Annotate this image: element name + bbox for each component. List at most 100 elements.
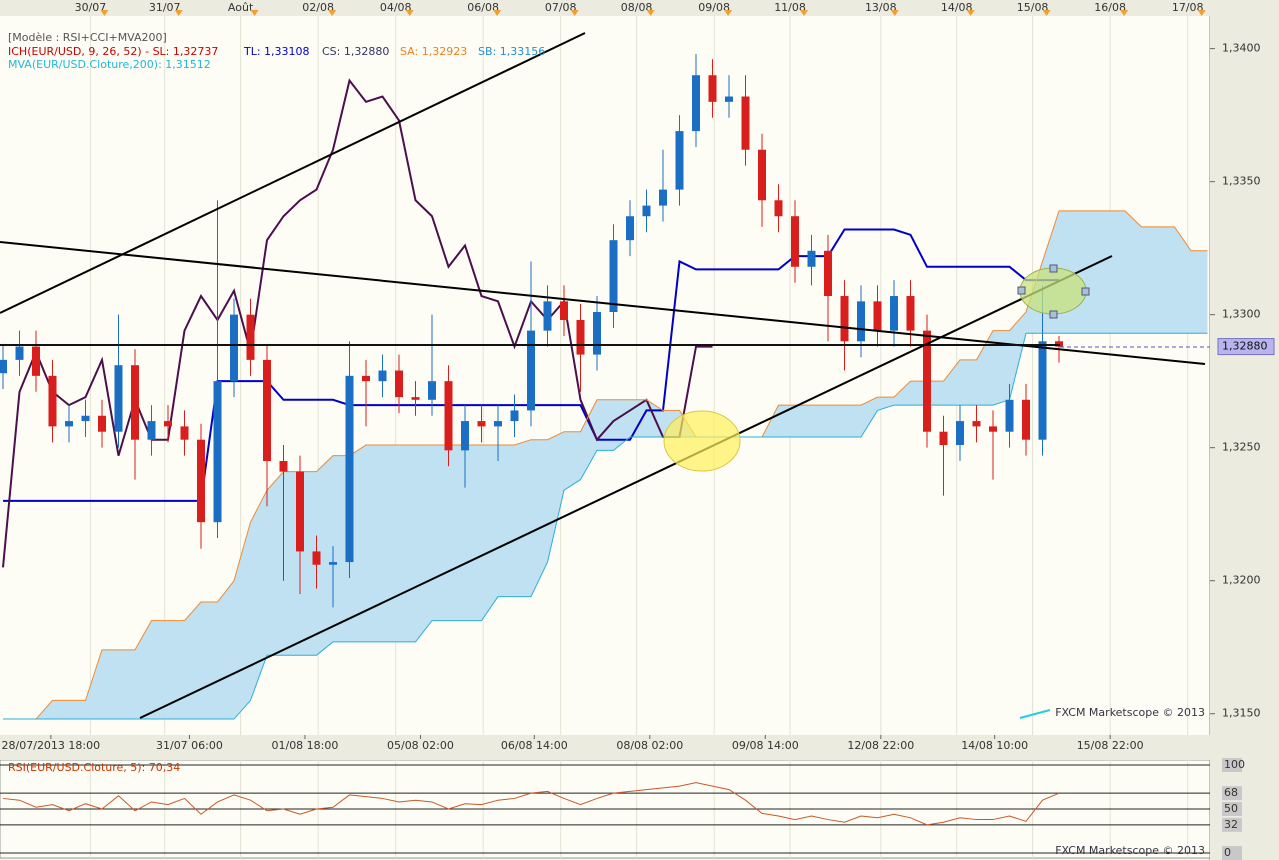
mva-line xyxy=(1019,709,1051,719)
top-tick-label: 14/08 xyxy=(941,1,973,14)
y-tick-box xyxy=(1222,786,1242,801)
candle-body xyxy=(164,421,172,427)
tick-marker xyxy=(250,10,259,16)
x-tick-label: 15/08 22:00 xyxy=(1077,739,1144,752)
drawings xyxy=(0,32,1210,719)
series-line xyxy=(3,210,1208,720)
candle-body xyxy=(362,375,370,382)
x-tick-label: 01/08 18:00 xyxy=(271,739,338,752)
y-tick-box xyxy=(1222,758,1242,772)
candle-body xyxy=(378,370,387,382)
top-tick-label: 04/08 xyxy=(380,1,412,14)
tick-marker xyxy=(800,10,809,16)
highlight-ellipse xyxy=(1019,267,1087,315)
tick-marker xyxy=(174,10,183,16)
candle-body xyxy=(114,365,123,432)
series-line xyxy=(2,782,1060,826)
top-tick-label: 07/08 xyxy=(545,1,577,14)
top-tick-label: 08/08 xyxy=(621,1,653,14)
series-line xyxy=(2,78,713,568)
candle-body xyxy=(791,216,799,267)
tick-marker xyxy=(646,10,655,16)
y-tick-box xyxy=(1222,802,1242,816)
y-tick-label: 100 xyxy=(1224,758,1245,771)
x-tick-label: 08/08 02:00 xyxy=(616,739,683,752)
grid xyxy=(0,16,1210,858)
candle-body xyxy=(609,240,618,312)
bottom-axis-bar xyxy=(0,735,1210,760)
y-tick-box xyxy=(1222,817,1242,832)
trend-line xyxy=(139,255,1113,719)
x-tick-label: 05/08 02:00 xyxy=(387,739,454,752)
candle-body xyxy=(741,96,750,150)
last-price-label: 1,32880 xyxy=(1222,340,1268,353)
top-tick-label: 02/08 xyxy=(302,1,334,14)
cloud xyxy=(3,210,1208,720)
tick-marker xyxy=(570,10,579,16)
candle-body xyxy=(576,319,585,355)
candle-body xyxy=(279,460,288,472)
top-axis-bar xyxy=(0,0,1279,16)
legend-label: SB: 1,33156 xyxy=(478,45,545,58)
x-tick-label: 06/08 14:00 xyxy=(501,739,568,752)
top-tick-label: 06/08 xyxy=(467,1,499,14)
candle-body xyxy=(213,381,222,523)
candle-body xyxy=(48,375,57,427)
candle-body xyxy=(1022,399,1030,440)
y-tick-label: 1,3250 xyxy=(1222,441,1261,454)
right-axis-bar xyxy=(1210,16,1279,860)
y-tick-label: 1,3200 xyxy=(1222,574,1261,587)
candle-body xyxy=(81,415,90,422)
candle-body xyxy=(873,301,882,331)
candle-body xyxy=(774,200,783,217)
candle-body xyxy=(180,426,189,440)
candle-body xyxy=(312,551,321,565)
candle-body xyxy=(708,75,717,102)
candle-body xyxy=(725,96,733,102)
handle xyxy=(1081,287,1090,296)
legend-label: TL: 1,33108 xyxy=(243,45,310,58)
candle-body xyxy=(98,415,106,432)
candle-body xyxy=(593,312,601,355)
candle-body xyxy=(543,301,552,331)
candle-body xyxy=(857,301,865,342)
top-tick-label: 09/08 xyxy=(698,1,730,14)
top-tick-label: 15/08 xyxy=(1017,1,1049,14)
handle xyxy=(1049,310,1058,319)
top-tick-label: 31/07 xyxy=(149,1,181,14)
candle-body xyxy=(65,421,73,427)
top-tick-label: 30/07 xyxy=(75,1,107,14)
y-tick-label: 1,3300 xyxy=(1222,308,1261,321)
tick-marker xyxy=(405,10,414,16)
legend-label: MVA(EUR/USD.Cloture,200): 1,31512 xyxy=(8,58,211,71)
y-tick-label: 1,3400 xyxy=(1222,42,1261,55)
tick-marker xyxy=(1042,10,1051,16)
candle-body xyxy=(692,75,700,132)
candle-body xyxy=(411,397,420,400)
y-tick-label: 32 xyxy=(1224,818,1238,831)
tick-marker xyxy=(328,10,337,16)
candle-body xyxy=(989,426,997,432)
candle-body xyxy=(906,296,915,331)
trend-line xyxy=(0,32,586,314)
y-tick-label: 68 xyxy=(1224,786,1238,799)
candle-body xyxy=(0,359,7,374)
candle-body xyxy=(395,370,403,398)
candle-body xyxy=(131,365,139,440)
candle-body xyxy=(824,250,832,297)
top-tick-label: 17/08 xyxy=(1172,1,1204,14)
candle-body xyxy=(923,330,931,432)
candle-body xyxy=(428,381,436,400)
top-tick-label: Août xyxy=(228,1,254,14)
candle-body xyxy=(461,421,469,451)
x-tick-label: 09/08 14:00 xyxy=(732,739,799,752)
candle-body xyxy=(510,410,519,422)
candle-body xyxy=(1038,341,1047,440)
candle-body xyxy=(642,205,651,217)
candle-body xyxy=(972,421,981,427)
rsi-title: RSI(EUR/USD.Cloture, 5): 70,34 xyxy=(8,761,180,774)
marks xyxy=(0,53,1208,826)
tick-marker xyxy=(890,10,899,16)
